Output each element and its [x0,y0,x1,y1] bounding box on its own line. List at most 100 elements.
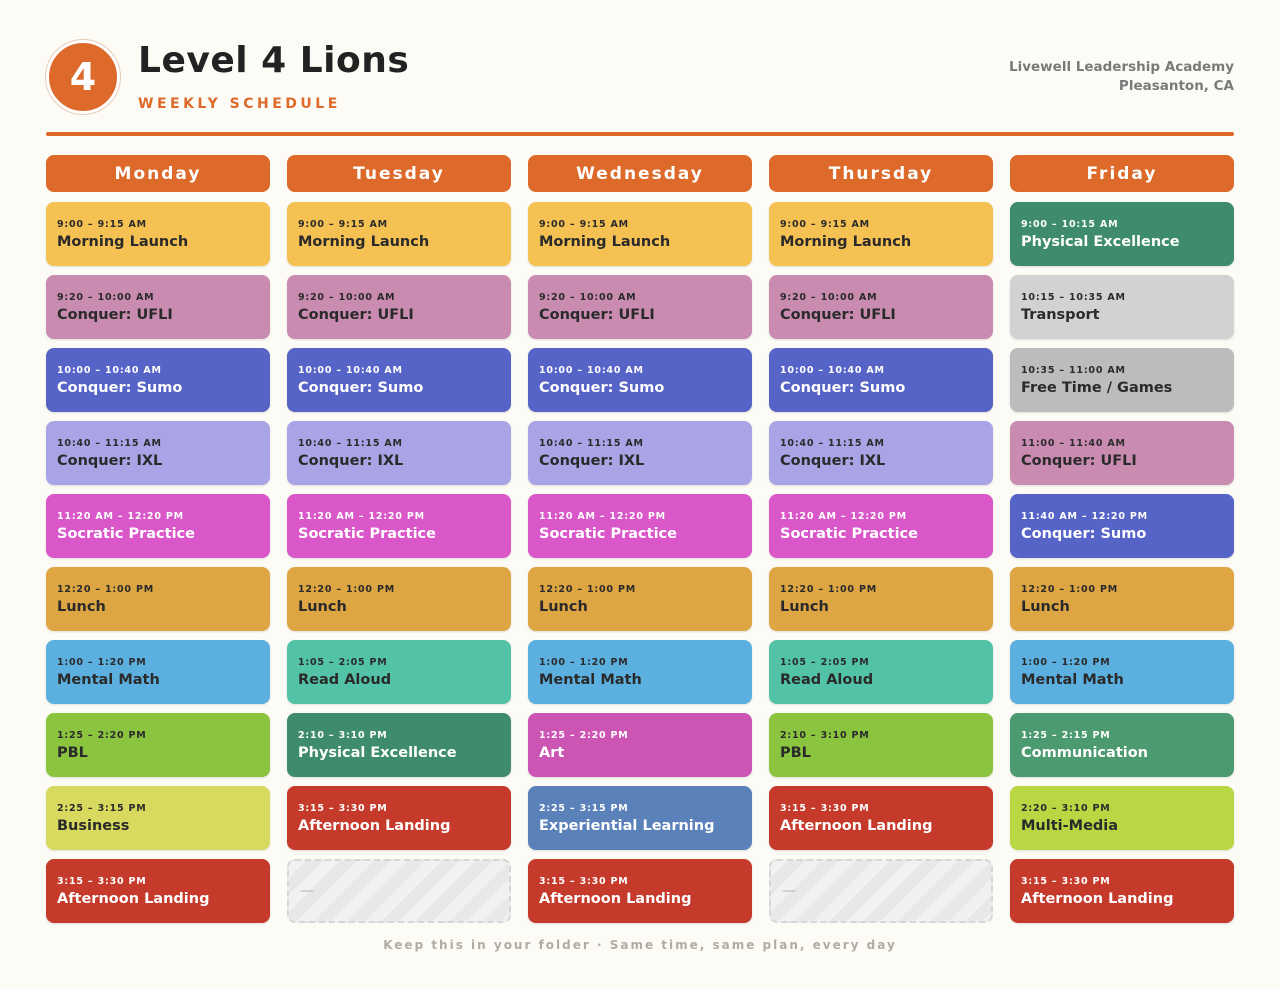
schedule-block: 1:00 – 1:20 PM Mental Math [46,640,270,704]
schedule-block: 3:15 – 3:30 PM Afternoon Landing [46,859,270,923]
schedule-block: 1:00 – 1:20 PM Mental Math [1010,640,1234,704]
day-column-monday: Monday 9:00 – 9:15 AM Morning Launch 9:20 –… [46,155,270,923]
schedule-block: 1:00 – 1:20 PM Mental Math [528,640,752,704]
block-activity: PBL [780,744,811,761]
empty-slot-label: — [300,883,314,899]
empty-slot: — [287,859,511,923]
schedule-block: 10:40 – 11:15 AM Conquer: IXL [769,421,993,485]
schedule-block: 12:20 – 1:00 PM Lunch [528,567,752,631]
block-time: 11:20 AM – 12:20 PM [539,510,666,522]
block-time: 9:00 – 9:15 AM [539,218,629,230]
schedule-block: 10:40 – 11:15 AM Conquer: IXL [46,421,270,485]
schedule-block: 9:00 – 10:15 AM Physical Excellence [1010,202,1234,266]
block-activity: Lunch [1021,598,1070,615]
block-activity: Mental Math [539,671,642,688]
block-activity: Mental Math [57,671,160,688]
block-activity: Conquer: IXL [780,452,886,469]
schedule-block: 9:00 – 9:15 AM Morning Launch [528,202,752,266]
schedule-block: 3:15 – 3:30 PM Afternoon Landing [528,859,752,923]
day-header: Tuesday [287,155,511,192]
day-header: Monday [46,155,270,192]
block-time: 11:20 AM – 12:20 PM [57,510,184,522]
schedule-block: 2:20 – 3:10 PM Multi-Media [1010,786,1234,850]
schedule-block: 9:20 – 10:00 AM Conquer: UFLI [287,275,511,339]
block-time: 1:00 – 1:20 PM [539,656,629,668]
schedule-block: 1:25 – 2:20 PM Art [528,713,752,777]
block-time: 3:15 – 3:30 PM [1021,875,1111,887]
schedule-block: 12:20 – 1:00 PM Lunch [287,567,511,631]
block-activity: Conquer: UFLI [780,306,896,323]
block-activity: Conquer: UFLI [57,306,173,323]
schedule-block: 10:15 – 10:35 AM Transport [1010,275,1234,339]
header-divider [46,132,1234,136]
day-column-friday: Friday 9:00 – 10:15 AM Physical Excellence… [1010,155,1234,923]
day-header: Thursday [769,155,993,192]
block-time: 2:20 – 3:10 PM [1021,802,1111,814]
block-time: 10:00 – 10:40 AM [57,364,162,376]
block-activity: Socratic Practice [539,525,677,542]
block-activity: Morning Launch [57,233,189,250]
page-title: Level 4 Lions [138,40,410,81]
schedule-block: 10:40 – 11:15 AM Conquer: IXL [528,421,752,485]
block-time: 9:20 – 10:00 AM [539,291,637,303]
block-time: 9:00 – 9:15 AM [298,218,388,230]
level-badge: 4 [46,40,120,114]
block-time: 10:40 – 11:15 AM [780,437,885,449]
block-activity: Communication [1021,744,1149,761]
block-time: 9:20 – 10:00 AM [298,291,396,303]
block-time: 3:15 – 3:30 PM [780,802,870,814]
block-activity: Lunch [539,598,588,615]
block-activity: Transport [1021,306,1100,323]
block-activity: Conquer: Sumo [539,379,665,396]
block-activity: Socratic Practice [57,525,195,542]
block-activity: Conquer: UFLI [298,306,414,323]
schedule-grid: Monday 9:00 – 9:15 AM Morning Launch 9:20 –… [46,155,1234,923]
block-time: 10:40 – 11:15 AM [539,437,644,449]
block-activity: Conquer: Sumo [780,379,906,396]
block-time: 10:00 – 10:40 AM [539,364,644,376]
block-activity: Lunch [780,598,829,615]
schedule-block: 3:15 – 3:30 PM Afternoon Landing [287,786,511,850]
block-activity: Afternoon Landing [780,817,933,834]
day-column-thursday: Thursday 9:00 – 9:15 AM Morning Launch 9:20… [769,155,993,923]
block-time: 11:00 – 11:40 AM [1021,437,1126,449]
schedule-block: 12:20 – 1:00 PM Lunch [1010,567,1234,631]
block-activity: Business [57,817,130,834]
block-time: 1:00 – 1:20 PM [1021,656,1111,668]
school-name: Livewell Leadership Academy [1009,59,1234,75]
block-time: 2:25 – 3:15 PM [539,802,629,814]
block-activity: Physical Excellence [298,744,457,761]
schedule-block: 9:00 – 9:15 AM Morning Launch [769,202,993,266]
block-activity: Lunch [57,598,106,615]
block-time: 11:40 AM – 12:20 PM [1021,510,1148,522]
block-activity: Conquer: IXL [57,452,163,469]
schedule-block: 10:00 – 10:40 AM Conquer: Sumo [287,348,511,412]
school-location: Pleasanton, CA [1118,78,1234,94]
block-activity: Conquer: Sumo [57,379,183,396]
block-activity: Conquer: Sumo [298,379,424,396]
block-activity: Physical Excellence [1021,233,1180,250]
block-time: 9:00 – 10:15 AM [1021,218,1119,230]
day-header: Wednesday [528,155,752,192]
block-activity: Multi-Media [1021,817,1119,834]
block-time: 1:05 – 2:05 PM [298,656,388,668]
block-time: 9:00 – 9:15 AM [780,218,870,230]
schedule-block: 3:15 – 3:30 PM Afternoon Landing [769,786,993,850]
schedule-block: 2:25 – 3:15 PM Business [46,786,270,850]
schedule-block: 2:25 – 3:15 PM Experiential Learning [528,786,752,850]
block-time: 9:20 – 10:00 AM [780,291,878,303]
block-activity: Socratic Practice [780,525,918,542]
block-time: 2:25 – 3:15 PM [57,802,147,814]
block-time: 9:20 – 10:00 AM [57,291,155,303]
block-activity: Morning Launch [298,233,430,250]
block-activity: Experiential Learning [539,817,715,834]
block-time: 10:40 – 11:15 AM [57,437,162,449]
schedule-block: 10:00 – 10:40 AM Conquer: Sumo [769,348,993,412]
page-subtitle: WEEKLY SCHEDULE [138,96,341,112]
day-column-wednesday: Wednesday 9:00 – 9:15 AM Morning Launch 9:2… [528,155,752,923]
block-activity: Conquer: IXL [298,452,404,469]
block-time: 12:20 – 1:00 PM [298,583,395,595]
schedule-block: 11:40 AM – 12:20 PM Conquer: Sumo [1010,494,1234,558]
block-time: 1:00 – 1:20 PM [57,656,147,668]
schedule-block: 1:25 – 2:20 PM PBL [46,713,270,777]
